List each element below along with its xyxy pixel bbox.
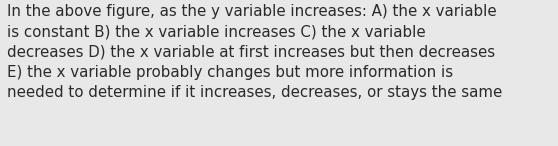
Text: In the above figure, as the y variable increases: A) the x variable
is constant : In the above figure, as the y variable i… [7,4,502,100]
